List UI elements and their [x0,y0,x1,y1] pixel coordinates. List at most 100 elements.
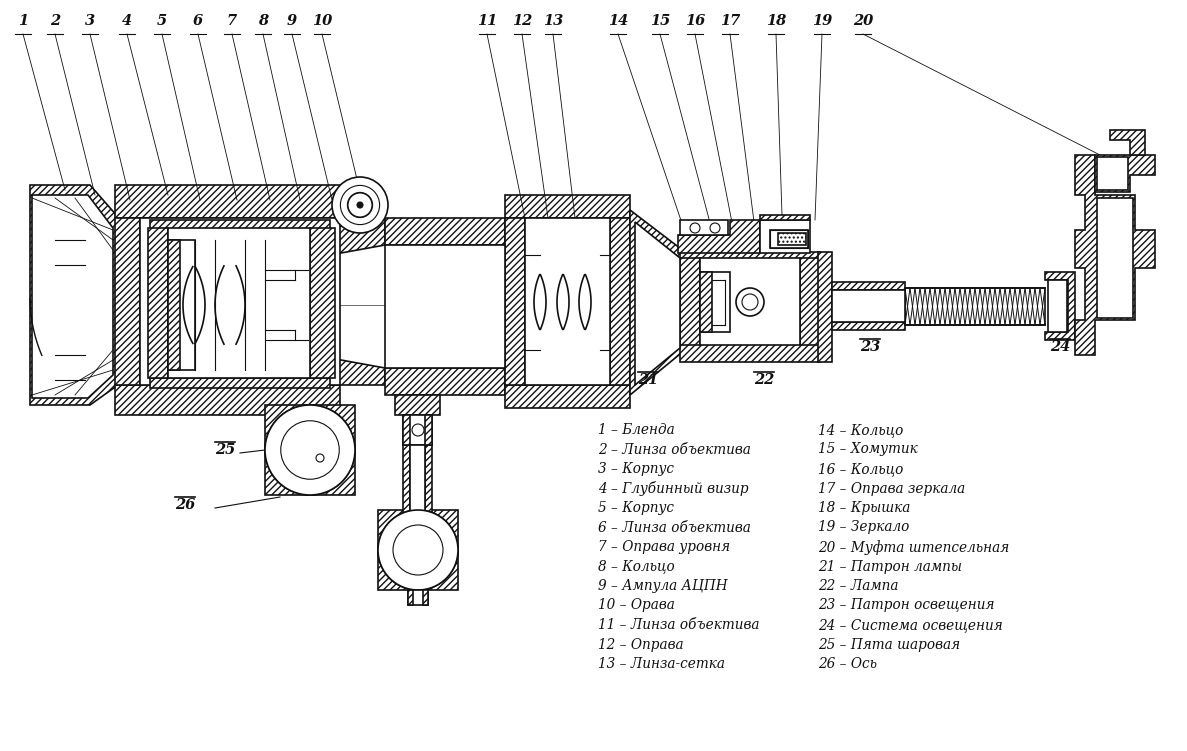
Bar [777,233,806,245]
Bar [425,445,432,530]
Bar [310,228,335,378]
Bar [115,185,339,218]
Bar [385,218,504,245]
Text: 10: 10 [312,14,332,28]
Polygon shape [377,510,458,590]
Bar [404,445,410,530]
Text: 20 – Муфта штепсельная: 20 – Муфта штепсельная [818,540,1009,555]
Text: 18: 18 [766,14,786,28]
Bar [169,228,310,378]
Bar [504,218,525,385]
Text: 5 – Корпус: 5 – Корпус [598,501,674,515]
Text: 17: 17 [719,14,741,28]
Polygon shape [680,220,728,235]
Bar [115,385,339,415]
Text: 7 – Оправа уровня: 7 – Оправа уровня [598,540,730,554]
Bar [150,378,330,388]
Bar [770,230,808,248]
Text: 5: 5 [157,14,167,28]
Text: 23 – Патрон освещения: 23 – Патрон освещения [818,599,995,613]
Text: 18 – Крышка: 18 – Крышка [818,501,910,515]
Bar [425,415,432,445]
Text: 19: 19 [812,14,832,28]
Bar [169,240,180,370]
Text: 6: 6 [193,14,203,28]
Text: 21: 21 [637,373,658,387]
Circle shape [265,405,355,495]
Circle shape [332,177,388,233]
Bar [404,415,432,445]
Bar [525,218,610,385]
Text: 22 – Лампа: 22 – Лампа [818,579,899,593]
Text: 9: 9 [287,14,297,28]
Circle shape [265,405,355,495]
Text: 26 – Ось: 26 – Ось [818,657,877,671]
Bar [700,272,712,332]
Circle shape [412,424,424,436]
Text: 10 – Орава: 10 – Орава [598,599,675,613]
Bar [169,240,195,370]
Bar [680,258,700,345]
Bar [680,338,820,362]
Text: 8: 8 [258,14,268,28]
Text: 3 – Корпус: 3 – Корпус [598,462,674,476]
Bar [760,215,810,220]
Bar [395,395,440,415]
Polygon shape [1094,155,1155,192]
Polygon shape [330,358,385,385]
Text: 14 – Кольцо: 14 – Кольцо [818,423,903,437]
Text: 6 – Линза объектива: 6 – Линза объектива [598,520,751,535]
Polygon shape [630,210,685,395]
Bar [148,228,169,378]
Bar [800,258,820,345]
Circle shape [710,223,721,233]
Text: 1: 1 [18,14,28,28]
Text: 17 – Оправа зеркала: 17 – Оправа зеркала [818,481,965,496]
Text: 11 – Линза объектива: 11 – Линза объектива [598,618,760,632]
Text: 14: 14 [608,14,628,28]
Bar [404,415,410,445]
Text: 26: 26 [174,498,195,512]
Text: 13: 13 [542,14,563,28]
Text: 7: 7 [227,14,237,28]
Polygon shape [265,405,355,495]
Bar [832,282,904,290]
Bar [423,590,429,605]
Polygon shape [1048,280,1067,332]
Text: 19 – Зеркало: 19 – Зеркало [818,520,909,535]
Text: 1 – Бленда: 1 – Бленда [598,423,674,437]
Text: 16: 16 [685,14,705,28]
Text: 3: 3 [85,14,95,28]
Circle shape [377,510,458,590]
Text: 24: 24 [1049,340,1071,354]
Text: 4: 4 [122,14,132,28]
Polygon shape [1097,198,1134,318]
Polygon shape [1110,130,1145,155]
Bar [402,548,432,562]
Bar [700,258,800,345]
Bar [680,252,820,275]
Text: 8 – Кольцо: 8 – Кольцо [598,559,674,574]
Polygon shape [1075,155,1155,355]
Bar [504,385,630,408]
Bar [700,272,730,332]
Text: 23: 23 [859,340,880,354]
Bar [832,322,904,330]
Polygon shape [30,185,125,405]
Bar [408,590,429,605]
Text: 15 – Хомутик: 15 – Хомутик [818,442,918,457]
Circle shape [357,202,363,208]
Text: 15: 15 [649,14,671,28]
Circle shape [690,223,700,233]
Bar [904,288,1045,325]
Bar [410,445,425,530]
Polygon shape [32,195,113,398]
Bar [115,218,140,385]
Text: 25 – Пята шаровая: 25 – Пята шаровая [818,638,960,652]
Text: 22: 22 [754,373,774,387]
Text: 2 – Линза объектива: 2 – Линза объектива [598,442,751,457]
Circle shape [377,510,458,590]
Text: 16 – Кольцо: 16 – Кольцо [818,462,903,476]
Text: 11: 11 [477,14,497,28]
Bar [385,368,504,395]
